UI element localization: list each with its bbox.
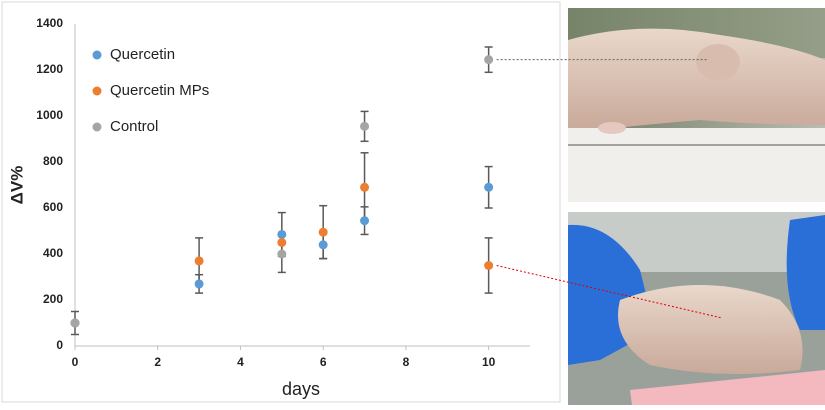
x-tick-label: 6 [320, 355, 327, 369]
point [70, 318, 80, 328]
point [484, 261, 494, 270]
point [484, 55, 494, 65]
point [194, 256, 204, 266]
point [360, 121, 370, 131]
connector [496, 265, 723, 319]
point [318, 240, 328, 250]
point [277, 249, 287, 259]
y-tick-label: 1400 [36, 16, 63, 30]
photo-bottom [568, 212, 825, 405]
legend-marker [92, 122, 102, 132]
y-tick-label: 1200 [36, 62, 63, 76]
point [277, 238, 287, 247]
point [360, 182, 370, 192]
x-axis-label: days [282, 379, 320, 399]
y-tick-label: 800 [43, 154, 63, 168]
chart-border [1, 1, 561, 403]
x-tick-label: 10 [482, 355, 496, 369]
legend-marker [92, 50, 102, 60]
x-tick-label: 4 [237, 355, 244, 369]
x-tick-label: 8 [403, 355, 410, 369]
x-tick-label: 0 [72, 355, 79, 369]
legend-label: Quercetin MPs [110, 82, 209, 99]
y-tick-label: 1000 [36, 108, 63, 122]
x-tick-label: 2 [154, 355, 161, 369]
point [277, 229, 287, 239]
y-tick-label: 400 [43, 246, 63, 260]
legend-marker [92, 86, 102, 96]
photo-top [568, 8, 825, 202]
y-tick-label: 0 [56, 338, 63, 352]
point [360, 216, 370, 226]
point [194, 279, 204, 289]
y-tick-label: 600 [43, 200, 63, 214]
legend-label: Quercetin [110, 46, 175, 63]
point [318, 227, 328, 237]
legend-label: Control [110, 118, 158, 135]
point [484, 182, 494, 192]
y-axis-label: ΔV% [7, 166, 26, 205]
y-tick-label: 200 [43, 292, 63, 306]
